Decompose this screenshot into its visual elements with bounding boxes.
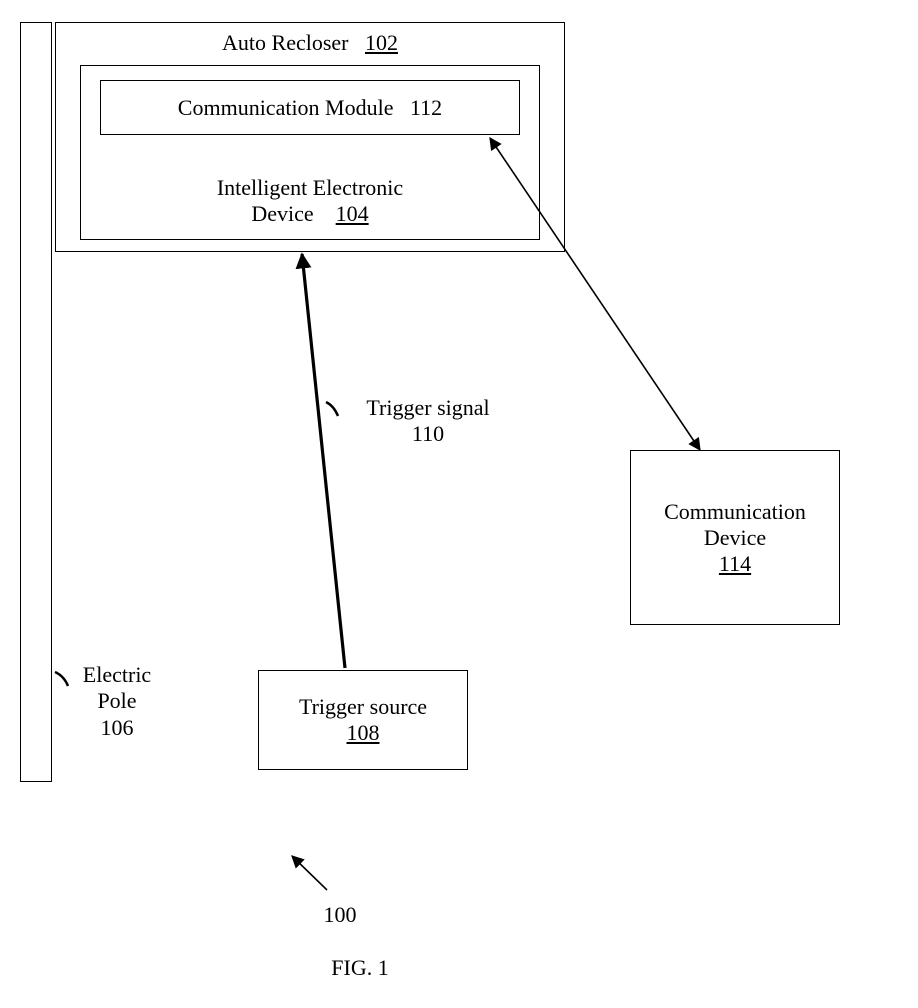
diagram-canvas: Trigger source 108 Communication Device … [0,0,918,1008]
comm-device-label1: Communication [664,499,806,525]
electric-pole-label1: Electric [72,662,162,688]
trigger-arrow [302,254,345,668]
comm-device-number: 114 [719,551,751,577]
trigger-signal-tick [326,402,338,416]
comm-device-label2: Device [704,525,766,551]
electric-pole-box [20,22,52,782]
figure-ref-number: 100 [310,902,370,928]
comm-module-label-group: Communication Module 112 [100,95,520,121]
ied-number: 104 [336,201,369,226]
comm-device-box: Communication Device 114 [630,450,840,625]
ied-label-group: Intelligent Electronic Device 104 [80,175,540,228]
comm-module-number: 112 [410,95,442,120]
ied-label1: Intelligent Electronic [80,175,540,201]
electric-pole-label2: Pole [72,688,162,714]
ied-label2: Device [251,201,313,226]
electric-pole-tick [55,672,68,686]
trigger-source-label: Trigger source [299,694,427,720]
electric-pole-number: 106 [72,715,162,741]
auto-recloser-label-group: Auto Recloser 102 [55,30,565,56]
trigger-source-number: 108 [347,720,380,746]
trigger-signal-label: Trigger signal [348,395,508,421]
electric-pole-label-group: Electric Pole 106 [72,662,162,741]
fig-ref-arrow [292,856,327,890]
auto-recloser-label: Auto Recloser [222,30,348,55]
figure-caption: FIG. 1 [0,955,720,981]
trigger-signal-number: 110 [348,421,508,447]
trigger-source-box: Trigger source 108 [258,670,468,770]
trigger-signal-label-group: Trigger signal 110 [348,395,508,448]
auto-recloser-number: 102 [365,30,398,55]
comm-module-label: Communication Module [178,95,394,120]
